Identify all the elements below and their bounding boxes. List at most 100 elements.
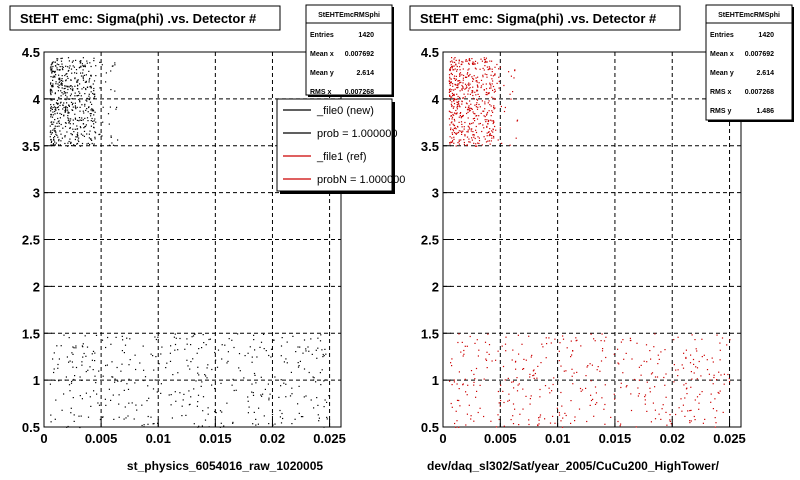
data-point <box>49 136 51 138</box>
data-point <box>696 367 699 369</box>
data-point <box>529 403 531 405</box>
stats-row-value: 0.007268 <box>745 89 774 96</box>
data-point <box>723 383 725 385</box>
data-point <box>486 351 488 353</box>
data-point <box>77 84 79 86</box>
data-point <box>451 67 453 69</box>
data-point <box>693 415 695 418</box>
data-point <box>476 145 478 147</box>
data-point <box>62 80 64 82</box>
data-point <box>467 117 469 119</box>
data-point <box>228 338 230 340</box>
data-point <box>316 357 318 359</box>
data-point <box>454 422 456 425</box>
data-point <box>64 85 66 87</box>
data-point <box>452 123 454 125</box>
data-point <box>84 66 86 68</box>
data-point <box>321 369 323 371</box>
data-point <box>452 130 455 132</box>
data-point <box>321 349 323 351</box>
data-point <box>470 418 472 420</box>
data-point <box>690 354 692 356</box>
data-point <box>91 117 93 120</box>
x-tick-label: 0.005 <box>484 431 517 446</box>
data-point <box>51 62 54 64</box>
data-point <box>72 106 74 108</box>
data-point <box>206 377 208 379</box>
data-point <box>51 63 53 65</box>
data-point <box>88 137 90 139</box>
data-point <box>490 140 492 142</box>
data-point <box>512 381 514 383</box>
data-point <box>187 365 189 367</box>
y-tick-label: 4 <box>33 92 41 107</box>
data-point <box>488 119 490 121</box>
data-point <box>466 136 469 138</box>
data-point <box>201 347 203 349</box>
data-point <box>74 118 77 120</box>
data-point <box>53 75 55 77</box>
data-point <box>68 118 70 120</box>
data-point <box>485 358 487 360</box>
data-point <box>558 350 560 352</box>
data-point <box>65 73 67 75</box>
data-point <box>79 66 81 68</box>
data-point <box>474 137 476 140</box>
data-point <box>66 96 68 98</box>
data-point <box>654 376 657 378</box>
data-point <box>58 77 60 79</box>
data-point <box>485 83 487 85</box>
data-point <box>594 340 596 342</box>
data-point <box>61 75 63 77</box>
data-point <box>522 408 524 410</box>
data-point <box>63 106 65 108</box>
data-point <box>493 97 495 99</box>
data-point <box>69 127 71 129</box>
data-point <box>461 131 463 133</box>
data-point <box>451 105 453 108</box>
data-point <box>513 77 515 79</box>
data-point <box>183 393 185 395</box>
data-point <box>560 365 562 367</box>
data-point <box>451 116 454 118</box>
data-point <box>73 347 75 349</box>
data-point <box>471 122 473 125</box>
data-point <box>169 352 171 354</box>
data-point <box>67 77 69 79</box>
data-point <box>50 70 52 72</box>
data-point <box>71 133 73 136</box>
data-point <box>181 415 183 417</box>
data-point <box>449 82 451 84</box>
data-point <box>68 98 70 100</box>
data-point <box>93 87 95 90</box>
data-point <box>174 349 176 351</box>
data-point <box>62 127 64 129</box>
data-point <box>466 413 468 415</box>
data-point <box>565 414 567 417</box>
x-axis-label: dev/daq_sl302/Sat/year_2005/CuCu200_High… <box>427 459 720 473</box>
data-point <box>118 416 120 418</box>
data-point <box>592 398 594 400</box>
data-point <box>473 117 476 119</box>
data-point <box>82 356 84 358</box>
data-point <box>452 107 454 109</box>
data-point <box>249 346 251 348</box>
data-point <box>80 95 82 97</box>
data-point <box>532 375 534 377</box>
data-point <box>67 142 69 144</box>
data-point <box>52 76 54 78</box>
data-point <box>59 80 61 82</box>
data-point <box>468 109 470 111</box>
data-point <box>195 380 197 382</box>
data-point <box>69 85 71 87</box>
data-point <box>493 106 495 108</box>
data-point <box>50 113 52 115</box>
data-point <box>83 130 86 132</box>
data-point <box>458 105 460 107</box>
data-point <box>198 425 200 427</box>
data-point <box>75 136 77 138</box>
data-point <box>494 88 496 90</box>
data-point <box>291 423 293 425</box>
data-point <box>58 96 60 99</box>
data-point <box>456 106 458 108</box>
